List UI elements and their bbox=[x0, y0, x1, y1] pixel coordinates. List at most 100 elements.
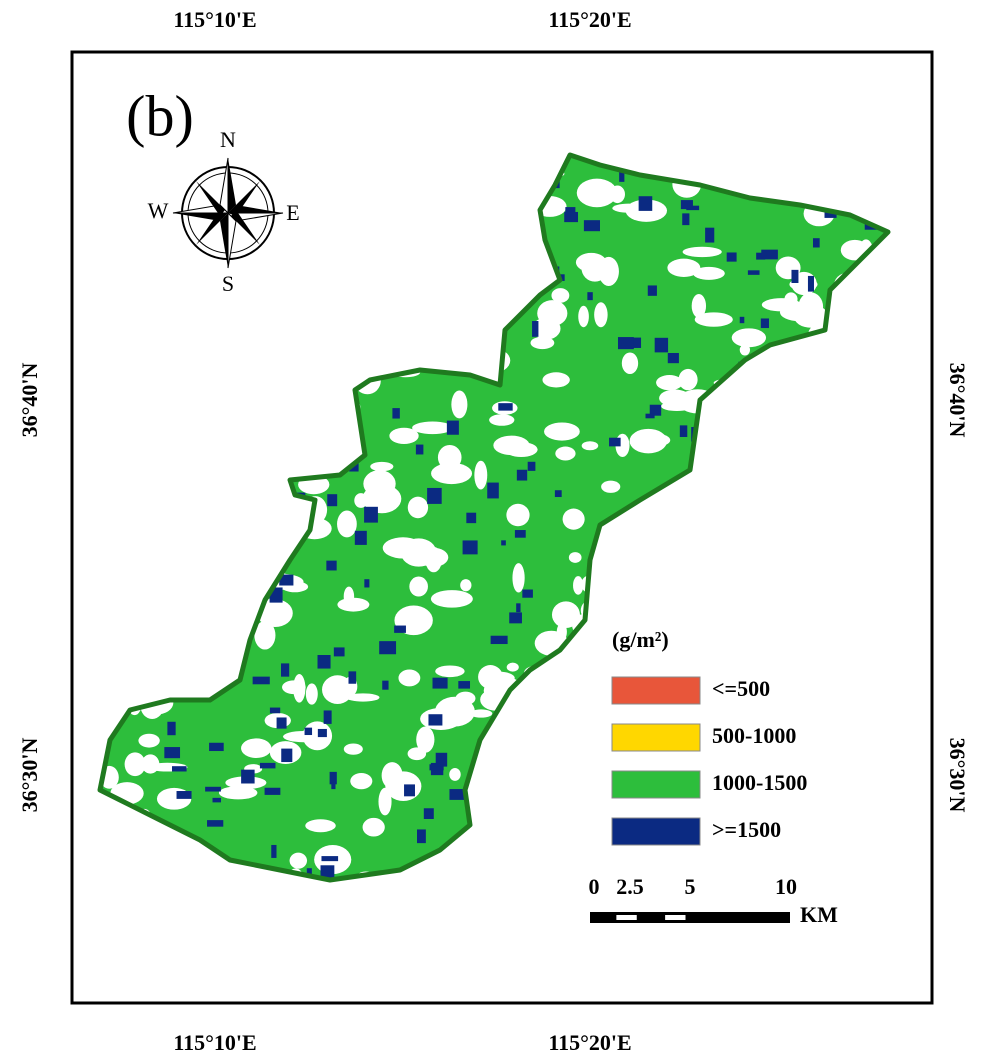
navy-patch bbox=[260, 763, 276, 769]
scale-tick-label: 5 bbox=[685, 874, 696, 899]
navy-patch bbox=[348, 671, 356, 683]
navy-patch bbox=[416, 445, 424, 455]
white-patch bbox=[489, 414, 514, 426]
navy-patch bbox=[449, 789, 464, 800]
scale-tick-label: 0 bbox=[589, 874, 600, 899]
navy-patch bbox=[433, 678, 448, 689]
white-patch bbox=[337, 598, 369, 612]
legend-label: <=500 bbox=[712, 676, 770, 701]
left-label: 36°30'N bbox=[17, 737, 42, 812]
white-patch bbox=[569, 552, 582, 563]
navy-patch bbox=[265, 788, 281, 795]
white-patch bbox=[425, 547, 442, 572]
white-patch bbox=[573, 576, 583, 595]
navy-patch bbox=[648, 285, 657, 295]
white-patch bbox=[622, 352, 638, 374]
white-patch bbox=[460, 579, 471, 591]
compass-n: N bbox=[220, 127, 236, 152]
white-patch bbox=[507, 663, 519, 672]
navy-patch bbox=[404, 784, 415, 796]
navy-patch bbox=[532, 321, 538, 337]
panel-label: (b) bbox=[126, 83, 194, 148]
white-patch bbox=[141, 754, 159, 773]
navy-patch bbox=[424, 808, 434, 819]
top-label: 115°20'E bbox=[548, 7, 631, 32]
legend-label: 1000-1500 bbox=[712, 770, 807, 795]
navy-patch bbox=[281, 663, 289, 676]
navy-patch bbox=[705, 228, 714, 243]
navy-patch bbox=[364, 579, 369, 587]
navy-patch bbox=[587, 292, 592, 300]
white-patch bbox=[582, 441, 599, 450]
compass-e: E bbox=[286, 200, 299, 225]
legend-swatch bbox=[612, 818, 700, 845]
navy-patch bbox=[205, 787, 221, 792]
white-patch bbox=[505, 442, 538, 457]
white-patch bbox=[138, 734, 159, 748]
white-patch bbox=[408, 497, 428, 519]
navy-patch bbox=[466, 513, 476, 523]
white-patch bbox=[389, 428, 418, 444]
navy-patch bbox=[379, 641, 396, 654]
white-patch bbox=[474, 461, 487, 490]
legend-swatch bbox=[612, 771, 700, 798]
navy-patch bbox=[253, 677, 270, 685]
navy-patch bbox=[318, 729, 327, 737]
navy-patch bbox=[639, 196, 653, 211]
white-patch bbox=[537, 300, 567, 326]
map: 115°10'E 115°20'E 115°10'E 115°20'E 36°4… bbox=[0, 0, 981, 1058]
navy-patch bbox=[528, 462, 536, 471]
white-patch bbox=[370, 462, 393, 471]
white-patch bbox=[740, 344, 750, 355]
navy-patch bbox=[682, 213, 689, 225]
compass-w: W bbox=[148, 198, 169, 223]
white-patch bbox=[350, 773, 372, 789]
white-patch bbox=[363, 470, 395, 497]
white-patch bbox=[416, 726, 434, 752]
white-patch bbox=[431, 590, 473, 608]
navy-patch bbox=[305, 728, 312, 735]
white-patch bbox=[693, 267, 725, 280]
navy-patch bbox=[177, 791, 192, 799]
white-patch bbox=[594, 302, 607, 327]
white-patch bbox=[470, 709, 493, 717]
navy-patch bbox=[213, 798, 221, 803]
navy-patch bbox=[281, 749, 292, 762]
navy-patch bbox=[428, 714, 442, 725]
white-patch bbox=[385, 771, 421, 801]
compass-s: S bbox=[222, 271, 234, 296]
navy-patch bbox=[334, 647, 345, 656]
navy-patch bbox=[645, 414, 654, 419]
navy-patch bbox=[761, 250, 778, 260]
scale-unit: KM bbox=[800, 902, 838, 927]
navy-patch bbox=[609, 438, 621, 447]
white-patch bbox=[241, 738, 271, 758]
navy-patch bbox=[522, 590, 533, 598]
white-patch bbox=[409, 577, 428, 597]
navy-patch bbox=[748, 270, 760, 275]
white-patch bbox=[530, 337, 554, 349]
navy-patch bbox=[633, 338, 641, 348]
navy-patch bbox=[321, 856, 338, 861]
navy-patch bbox=[813, 238, 820, 247]
navy-patch bbox=[584, 220, 600, 231]
white-patch bbox=[337, 511, 357, 538]
navy-patch bbox=[655, 338, 668, 353]
navy-patch bbox=[727, 252, 737, 261]
navy-patch bbox=[331, 782, 335, 789]
navy-patch bbox=[564, 212, 578, 222]
white-patch bbox=[661, 401, 693, 411]
navy-patch bbox=[167, 722, 175, 735]
navy-patch bbox=[436, 753, 447, 767]
white-patch bbox=[542, 372, 569, 387]
navy-patch bbox=[382, 681, 388, 690]
white-patch bbox=[282, 680, 306, 694]
legend-swatch bbox=[612, 724, 700, 751]
navy-patch bbox=[498, 403, 512, 410]
navy-patch bbox=[394, 626, 406, 633]
white-patch bbox=[798, 292, 823, 321]
white-patch bbox=[512, 563, 524, 592]
legend-label: 500-1000 bbox=[712, 723, 796, 748]
navy-patch bbox=[318, 655, 331, 669]
right-label: 36°40'N bbox=[945, 363, 970, 438]
